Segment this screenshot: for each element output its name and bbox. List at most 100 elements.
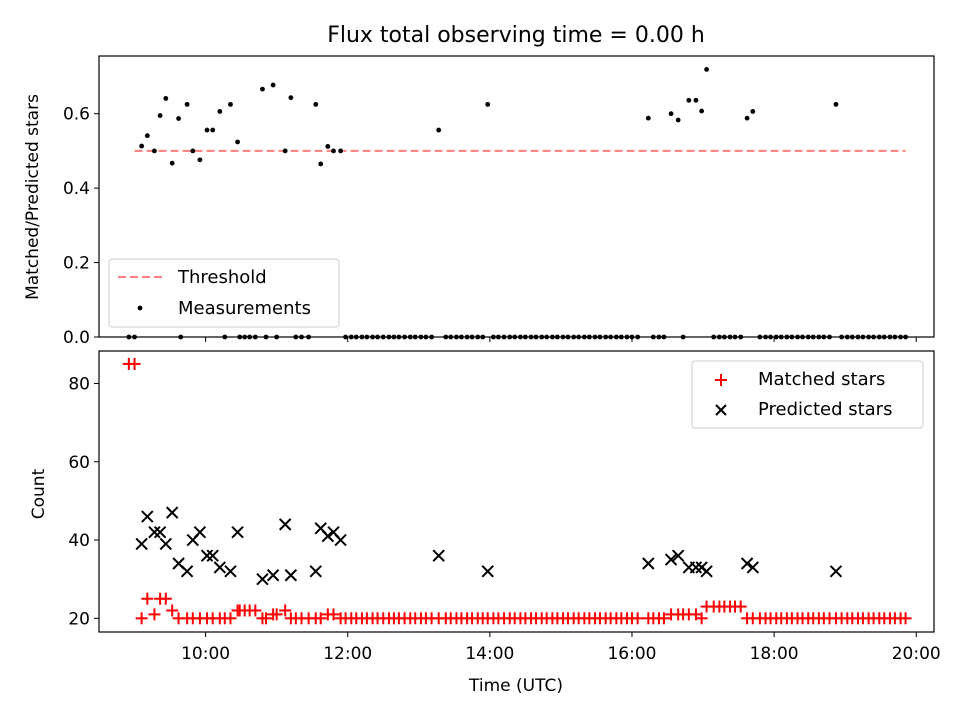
predicted-star-point — [746, 561, 759, 574]
y-tick-label: 0.4 — [63, 179, 90, 199]
predicted-star-stroke-b — [740, 557, 754, 570]
measurement-point — [184, 101, 190, 107]
predicted-star-stroke-b — [256, 572, 269, 586]
predicted-star-stroke-b — [664, 553, 678, 566]
matched-star-point — [327, 608, 340, 621]
legend-matched-label: Matched stars — [758, 369, 885, 390]
measurement-point — [331, 148, 336, 154]
measurement-point — [217, 109, 223, 114]
predicted-star-point — [180, 565, 194, 578]
legend-measurements-swatch — [137, 305, 143, 311]
measurement-point — [744, 115, 750, 121]
measurement-point — [686, 97, 692, 103]
matched-star-point — [249, 604, 262, 617]
predicted-star-point — [321, 529, 335, 543]
predicted-star-point — [642, 557, 655, 570]
predicted-star-stroke-b — [266, 569, 280, 582]
measurement-point — [485, 101, 491, 107]
y-tick-label: 0.2 — [63, 254, 90, 274]
predicted-star-point — [829, 565, 843, 578]
measurement-point — [270, 82, 276, 88]
measurement-point — [699, 108, 705, 114]
y-axis-label-count: Count — [29, 468, 49, 519]
predicted-star-point — [309, 565, 322, 578]
predicted-star-point — [159, 537, 173, 551]
legend-box — [108, 258, 340, 328]
y-tick-label: 0.0 — [63, 328, 90, 348]
predicted-star-point — [278, 518, 292, 531]
predicted-star-point — [671, 549, 685, 562]
x-ticks-ratio — [205, 337, 917, 342]
matched-star-point — [279, 604, 292, 617]
predicted-star-stroke-b — [700, 565, 713, 578]
predicted-star-point — [206, 549, 219, 562]
predicted-star-point — [334, 533, 347, 547]
matched-star-point — [224, 612, 237, 625]
predicted-star-stroke-b — [224, 565, 237, 578]
y-axis-label-ratio: Matched/Predicted stars — [23, 94, 43, 300]
predicted-star-point — [213, 561, 227, 574]
predicted-star-stroke-b — [165, 506, 179, 519]
predicted-star-point — [664, 553, 678, 566]
measurement-point — [204, 127, 210, 133]
matched-star-point — [141, 592, 154, 605]
measurement-point — [169, 160, 175, 166]
y-tick-label: 80 — [68, 374, 90, 394]
predicted-star-point — [481, 565, 494, 578]
measurement-point — [313, 101, 319, 107]
x-tick-label: 14:00 — [465, 644, 514, 664]
predicted-star-stroke-b — [829, 565, 843, 578]
matched-star-point — [260, 612, 272, 625]
legend-predicted-swatch — [715, 404, 727, 416]
ratio-panel: Flux total observing time = 0.00 h Match… — [23, 23, 935, 348]
measurement-point — [282, 148, 288, 154]
predicted-star-point — [224, 565, 237, 578]
predicted-star-stroke-b — [231, 525, 244, 539]
predicted-star-point — [135, 537, 148, 551]
predicted-star-point — [740, 557, 754, 570]
measurement-point — [645, 115, 651, 121]
predicted-star-stroke-b — [746, 561, 759, 574]
predicted-star-stroke-b — [327, 525, 340, 539]
predicted-star-point — [141, 510, 154, 523]
predicted-star-stroke-b — [200, 549, 214, 562]
x-axis-label-time: Time (UTC) — [468, 676, 563, 696]
y-tick-label: 20 — [68, 609, 90, 629]
matched-star-point — [695, 612, 708, 625]
y-tick-label: 0.6 — [63, 105, 90, 125]
measurement-point — [197, 157, 203, 163]
matched-star-point — [314, 612, 327, 625]
y-tick-label: 60 — [68, 453, 90, 473]
legend-count: Matched stars Predicted stars — [691, 360, 924, 429]
predicted-star-point — [231, 525, 244, 539]
predicted-star-point — [148, 525, 161, 539]
measurement-point — [144, 133, 150, 139]
predicted-star-point — [432, 549, 445, 562]
measurement-point — [288, 95, 294, 101]
measurement-point — [325, 144, 331, 149]
measurement-point — [668, 111, 674, 117]
measurement-point — [260, 86, 265, 92]
legend-ratio: Threshold Measurements — [108, 258, 340, 328]
predicted-star-point — [256, 572, 269, 586]
y-ticks-count: 20 40 60 80 — [68, 374, 99, 629]
x-tick-label: 20:00 — [892, 644, 941, 664]
legend-measurements-label: Measurements — [178, 298, 311, 319]
predicted-star-stroke-b — [671, 549, 685, 562]
measurement-point — [157, 113, 163, 118]
predicted-star-stroke-b — [135, 537, 148, 551]
x-tick-label: 10:00 — [181, 644, 230, 664]
predicted-star-stroke-b — [334, 533, 347, 547]
matched-star-point — [899, 612, 912, 625]
measurement-point — [176, 116, 181, 121]
predicted-star-point — [689, 561, 703, 574]
predicted-star-stroke-b — [278, 518, 292, 531]
measurement-point — [318, 161, 324, 167]
matched-star-point — [270, 608, 283, 621]
matched-star-point — [631, 612, 644, 625]
ratio-plot-frame — [98, 55, 935, 338]
legend-threshold-label: Threshold — [177, 267, 267, 288]
matched-star-point — [159, 592, 172, 605]
